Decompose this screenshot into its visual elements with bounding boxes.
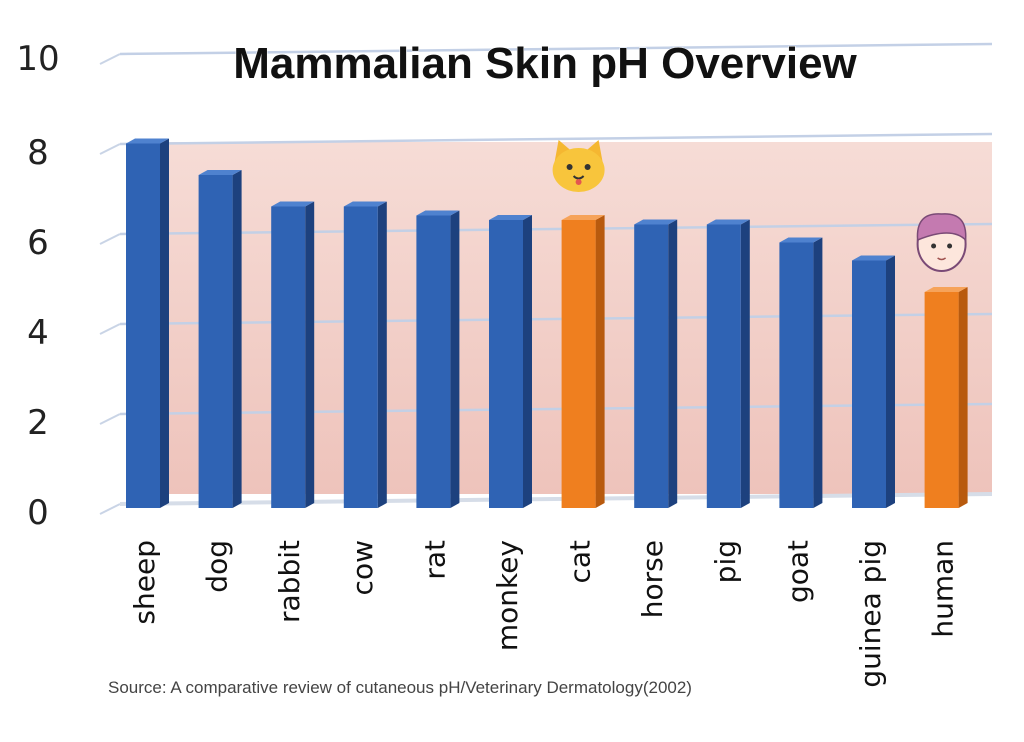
bar-front xyxy=(706,224,741,508)
x-tick-label: sheep xyxy=(128,540,161,625)
gridline-stub xyxy=(99,143,121,155)
bar-front xyxy=(343,206,378,508)
gridline xyxy=(119,42,993,56)
bar-front xyxy=(924,292,959,508)
bar-side xyxy=(886,255,895,508)
bar-cat xyxy=(561,215,605,508)
bar-top xyxy=(561,215,605,220)
bar-side xyxy=(160,138,169,508)
human-mouth xyxy=(937,257,947,261)
gridline-stub xyxy=(99,503,121,515)
human-eye xyxy=(947,243,953,249)
bar-top xyxy=(706,219,750,225)
y-tick-label: 2 xyxy=(27,403,49,443)
x-tick-label: monkey xyxy=(491,540,524,651)
y-tick-label: 10 xyxy=(16,39,59,79)
human-hair xyxy=(916,213,967,242)
x-tick-label: cow xyxy=(346,540,379,595)
bar-side xyxy=(305,201,315,508)
gridline xyxy=(119,492,993,506)
gridline-stub xyxy=(99,233,121,245)
y-tick-label: 0 xyxy=(27,493,49,533)
x-tick-label: horse xyxy=(636,540,669,618)
bar-side xyxy=(232,170,242,508)
gridline xyxy=(119,402,993,416)
chart-title: Mammalian Skin pH Overview xyxy=(233,39,857,88)
bar-monkey xyxy=(489,215,532,508)
gridline-stub xyxy=(99,323,121,335)
bar-rabbit xyxy=(271,201,315,508)
bar-dog xyxy=(198,170,242,508)
bar-top xyxy=(271,201,315,207)
x-tick-label: goat xyxy=(781,540,814,603)
bar-top xyxy=(416,210,460,216)
x-tick-label: cat xyxy=(564,540,597,584)
bar-top xyxy=(489,215,532,220)
bar-top xyxy=(126,138,169,144)
bar-pig xyxy=(706,219,750,508)
bar-side xyxy=(377,201,387,508)
bar-top xyxy=(852,255,895,261)
bar-front xyxy=(126,143,160,508)
bar-top xyxy=(924,287,968,292)
bar-guinea-pig xyxy=(852,255,895,508)
cat-eye xyxy=(566,164,573,170)
gridline xyxy=(119,312,993,326)
human-eye xyxy=(931,243,937,249)
gridline xyxy=(119,222,993,236)
bar-sheep xyxy=(126,138,169,508)
bar-front xyxy=(271,206,306,508)
bar-top xyxy=(779,237,823,243)
bar-front xyxy=(779,242,814,508)
bar-side xyxy=(813,237,823,508)
bar-side xyxy=(523,215,532,508)
bar-side xyxy=(450,210,460,508)
gridline xyxy=(119,132,993,146)
bar-front xyxy=(416,215,451,508)
x-tick-label: rabbit xyxy=(273,540,306,623)
x-tick-label: pig xyxy=(709,540,742,583)
x-tick-label: human xyxy=(927,540,960,638)
bar-rat xyxy=(416,210,460,508)
bar-horse xyxy=(634,219,678,508)
human-face-icon xyxy=(916,213,967,272)
bar-side xyxy=(595,215,605,508)
bar-top xyxy=(634,219,678,225)
bar-side xyxy=(740,219,750,508)
y-tick-label: 4 xyxy=(27,313,49,353)
bar-front xyxy=(561,220,596,508)
bar-side xyxy=(958,287,968,508)
cat-mouth xyxy=(572,175,585,180)
cat-tongue xyxy=(575,179,582,185)
bar-human xyxy=(924,287,968,508)
cat-eye xyxy=(584,164,591,170)
gridline-stub xyxy=(99,413,121,425)
bar-top xyxy=(343,201,387,207)
gridline-stub xyxy=(99,53,121,65)
x-tick-label: guinea pig xyxy=(854,540,887,688)
bar-cow xyxy=(343,201,387,508)
cat-face-icon xyxy=(552,140,605,192)
source-note: Source: A comparative review of cutaneou… xyxy=(108,678,692,697)
bar-front xyxy=(852,260,886,508)
bar-goat xyxy=(779,237,823,508)
bar-top xyxy=(198,170,242,175)
y-tick-label: 6 xyxy=(27,223,49,263)
cat-head xyxy=(552,148,605,192)
bar-front xyxy=(198,175,233,508)
y-tick-label: 8 xyxy=(27,133,49,173)
bar-front xyxy=(634,224,669,508)
bar-side xyxy=(668,219,678,508)
bar-front xyxy=(489,220,523,508)
x-tick-label: rat xyxy=(418,540,451,580)
x-tick-label: dog xyxy=(201,540,234,593)
